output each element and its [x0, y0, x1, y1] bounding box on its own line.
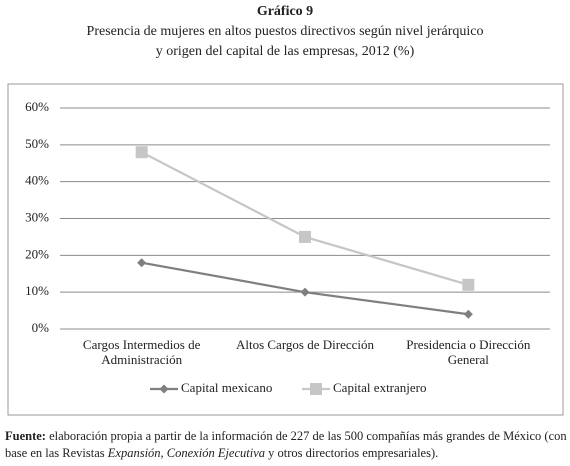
y-tick-label: 10%: [25, 283, 49, 298]
data-point: [462, 278, 475, 291]
x-tick-label: Cargos Intermedios de Administración: [82, 337, 201, 367]
legend-marker: [159, 384, 169, 394]
source-note: Fuente: elaboración propia a partir de l…: [5, 428, 570, 462]
chart-frame: [7, 83, 564, 416]
source-text: Expansión, Conexión Ejecutiva: [107, 446, 266, 460]
legend-marker: [310, 383, 322, 395]
y-tick-label: 60%: [25, 99, 49, 114]
chart-title: Gráfico 9: [256, 4, 314, 19]
source-label: Fuente:: [5, 429, 46, 443]
legend-label: Capital mexicano: [181, 380, 272, 395]
y-tick-label: 20%: [25, 246, 49, 261]
y-tick-label: 40%: [25, 173, 49, 188]
data-point: [300, 287, 310, 297]
x-tick-label: Presidencia o Dirección General: [406, 337, 531, 367]
data-point: [463, 309, 473, 319]
y-tick-label: 0%: [32, 320, 50, 335]
chart-subtitle: Presencia de mujeres en altos puestos di…: [86, 24, 484, 59]
source-text: elaboración propia a partir de la inform…: [5, 429, 567, 460]
source-text: y otros directorios empresariales).: [265, 446, 439, 460]
y-tick-label: 30%: [25, 209, 49, 224]
x-tick-label: Altos Cargos de Dirección: [235, 337, 375, 352]
data-point: [299, 230, 311, 243]
y-tick-label: 50%: [25, 136, 49, 151]
data-point: [137, 258, 147, 268]
data-point: [135, 146, 148, 159]
legend-label: Capital extranjero: [333, 380, 427, 395]
